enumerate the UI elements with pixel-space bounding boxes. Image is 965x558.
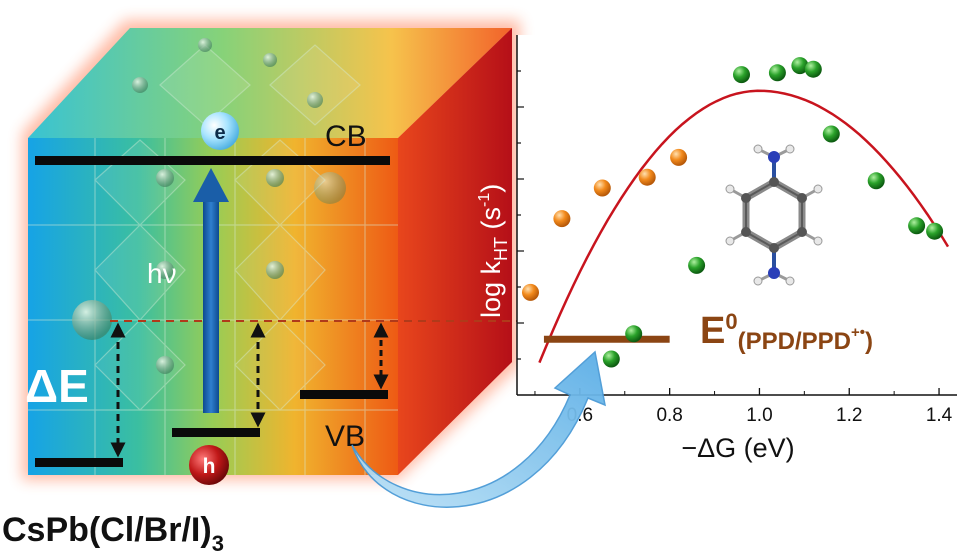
electron-label: e: [214, 122, 225, 144]
green-data-point: [791, 57, 809, 75]
curved-transfer-arrow: [351, 350, 606, 508]
green-data-point: [926, 222, 944, 240]
green-data-point: [602, 350, 620, 368]
hole-particle: h: [189, 445, 229, 485]
lattice-atoms: [72, 38, 346, 374]
green-data-point: [688, 256, 706, 274]
x-tick-label: 1.4: [926, 405, 953, 426]
cb-level-line: [35, 156, 390, 165]
e0-subscript-superscript: +•: [851, 324, 865, 341]
x-tick-label: 1.0: [746, 405, 772, 426]
e0-subscript: (PPD/PPD: [738, 328, 851, 355]
orange-data-point: [638, 168, 656, 186]
y-axis-label-unit: (s: [476, 207, 506, 237]
green-data-point: [822, 125, 840, 143]
x-axis-tick-labels: 0.60.81.01.21.4: [567, 405, 953, 426]
compound-formula-main: CsPb(Cl/Br/I): [2, 511, 212, 549]
hole-sphere: [189, 445, 229, 485]
orange-data-point: [522, 283, 539, 301]
y-axis-label-unit-superscript: -1: [476, 193, 493, 207]
x-tick-label: 1.2: [836, 405, 862, 426]
y-axis-label-subscript: HT: [491, 237, 511, 261]
excitation-arrow: [193, 168, 229, 413]
electron-sphere: [201, 112, 239, 150]
e0-main: E: [700, 310, 725, 352]
orange-data-point: [670, 148, 688, 166]
delta-e-label: ΔE: [25, 360, 89, 412]
green-data-point: [908, 217, 926, 235]
cube-top-face: [28, 28, 512, 138]
rate-vs-driving-force-plot: 0.60.81.01.21.4: [476, 35, 957, 463]
e0-superscript: 0: [725, 309, 737, 334]
e0-redox-label: E0(PPD/PPD+•): [700, 309, 873, 355]
y-axis-ticks: [517, 70, 524, 360]
compound-formula: CsPb(Cl/Br/I)3: [2, 511, 224, 556]
green-data-point: [733, 66, 750, 84]
plot-background: [517, 35, 957, 395]
green-data-point: [625, 325, 643, 343]
vb-level-line-3: [300, 390, 388, 399]
compound-formula-subscript: 3: [212, 531, 224, 556]
orange-data-point: [553, 210, 571, 228]
green-data-point: [768, 64, 786, 82]
fit-curve: [538, 89, 950, 364]
data-points: [522, 57, 944, 368]
photon-label: hν: [147, 258, 177, 289]
ppd-molecule-icon: [725, 144, 823, 286]
orange-data-point: [593, 179, 611, 197]
vb-level-line-2: [172, 428, 260, 437]
e0-subscript-close: ): [865, 328, 873, 355]
hole-label: h: [203, 455, 216, 478]
green-data-point: [804, 60, 822, 78]
vb-level-line-1: [35, 458, 123, 467]
x-axis-label: −ΔG (eV): [681, 433, 794, 463]
cube-side-face: [398, 28, 512, 475]
y-axis-label: log kHT (s-1): [476, 184, 511, 318]
cb-label: CB: [325, 120, 367, 153]
perovskite-cube: CB VB ΔE hν e h: [22, 20, 535, 485]
y-axis-label-main: log k: [476, 260, 506, 318]
vb-label: VB: [325, 420, 365, 453]
x-tick-label: 0.8: [656, 405, 682, 426]
green-data-point: [867, 172, 885, 190]
electron-particle: e: [201, 112, 239, 150]
y-axis-label-close: ): [476, 184, 506, 193]
